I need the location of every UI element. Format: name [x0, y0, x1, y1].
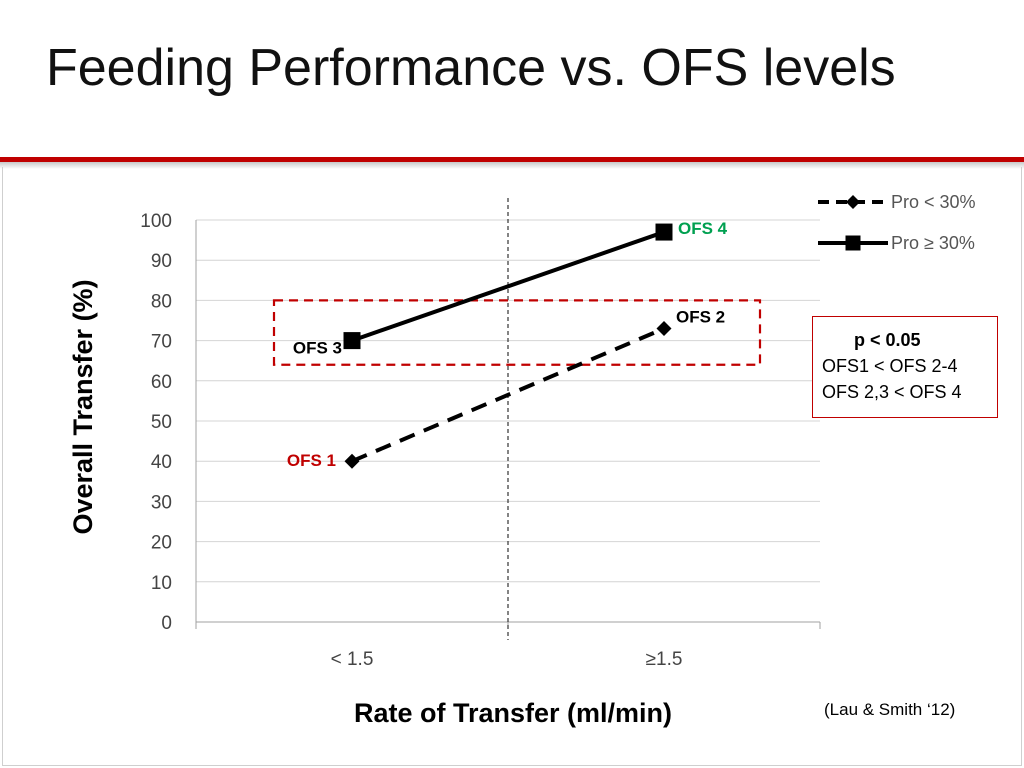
stats-title: p < 0.05	[854, 330, 921, 350]
annotation-3: OFS 4	[678, 219, 728, 238]
series-1-point-0	[343, 332, 361, 350]
y-tick-label-60: 60	[151, 372, 172, 393]
content-frame	[2, 167, 1022, 766]
legend-label-1: Pro ≥ 30%	[891, 233, 975, 253]
y-tick-label-90: 90	[151, 251, 172, 272]
legend-marker-1	[845, 235, 861, 251]
y-tick-label-20: 20	[151, 533, 172, 554]
y-tick-label-40: 40	[151, 452, 172, 473]
gridlines	[196, 219, 820, 623]
annotation-1: OFS 2	[676, 308, 725, 327]
x-tick-label-0: < 1.5	[331, 649, 374, 670]
title-divider	[0, 157, 1024, 162]
citation: (Lau & Smith ‘12)	[824, 700, 956, 719]
y-tick-label-30: 30	[151, 492, 172, 513]
series-line-0	[351, 326, 665, 464]
y-tick-label-0: 0	[161, 613, 172, 634]
y-axis-title: Overall Transfer (%)	[68, 279, 98, 534]
y-tick-label-80: 80	[151, 291, 172, 312]
y-tick-label-10: 10	[151, 573, 172, 594]
y-tick-label-70: 70	[151, 332, 172, 353]
stats-line-2: OFS 2,3 < OFS 4	[822, 382, 962, 402]
series-1-point-1	[655, 223, 673, 241]
stats-line-1: OFS1 < OFS 2-4	[822, 356, 958, 376]
x-tick-label-1: ≥1.5	[646, 649, 683, 670]
series-layer	[343, 223, 673, 469]
legend-label-0: Pro < 30%	[891, 192, 976, 212]
legend-marker-0	[846, 195, 860, 209]
divider-shadow	[0, 162, 1024, 169]
annotation-0: OFS 1	[287, 451, 336, 470]
series-0-point-0	[344, 453, 360, 469]
annotation-layer: OFS 1 OFS 2 OFS 3 OFS 4	[287, 219, 728, 470]
highlight-layer	[272, 299, 762, 366]
axes: 0 10 20 30 40 50 60 70 80 90 100 < 1.5 ≥1.5	[140, 198, 821, 670]
stats-box: p < 0.05 OFS1 < OFS 2-4 OFS 2,3 < OFS 4	[812, 316, 998, 418]
series-line-1	[351, 230, 665, 343]
y-tick-label-100: 100	[140, 211, 172, 232]
annotation-2: OFS 3	[293, 339, 342, 358]
series-0-point-1	[656, 321, 672, 337]
legend: Pro < 30% Pro ≥ 30%	[818, 192, 976, 253]
x-axis-title: Rate of Transfer (ml/min)	[354, 698, 672, 728]
y-tick-label-50: 50	[151, 412, 172, 433]
slide-title: Feeding Performance vs. OFS levels	[46, 39, 896, 97]
highlight-box	[272, 299, 762, 366]
